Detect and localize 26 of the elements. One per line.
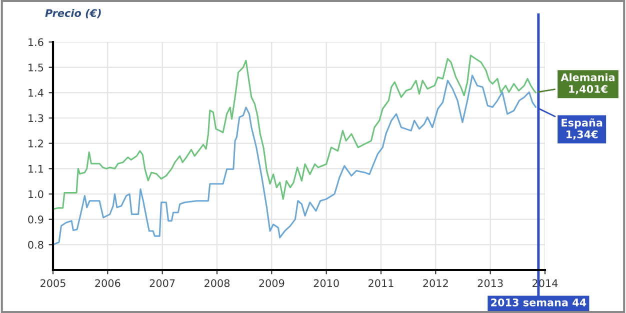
text: Alemania: [560, 73, 614, 82]
ref-line-label: 2013 semana 44: [491, 298, 586, 306]
text: 1,34€: [566, 130, 598, 140]
x-tick-label: 2010: [314, 279, 339, 288]
x-tick-label: 2011: [368, 279, 394, 288]
y-tick-label: 1.0: [28, 190, 44, 198]
x-tick-label: 2012: [423, 279, 448, 288]
line-series: [53, 74, 536, 246]
y-tick-label: 1.4: [28, 89, 44, 97]
y-tick-label: 1.3: [28, 114, 44, 122]
x-tick-label: 2013: [478, 279, 503, 288]
y-tick-label: 1.2: [28, 140, 43, 148]
x-tick-label: 2005: [40, 279, 66, 288]
x-tick-label: 2009: [259, 279, 284, 288]
y-tick-label: 0.9: [28, 216, 44, 224]
y-axis-title: Precio (€): [45, 8, 101, 18]
text: España: [562, 118, 602, 129]
text: 1,401€: [569, 85, 608, 94]
y-tick-label: 1.6: [28, 38, 44, 46]
x-tick-label: 2008: [204, 279, 230, 288]
line-series: [53, 54, 536, 210]
y-tick-label: 1.5: [28, 64, 44, 72]
y-tick-label: 0.8: [28, 240, 44, 249]
x-tick-label: 2007: [150, 279, 175, 288]
y-tick-label: 1.1: [28, 165, 44, 173]
x-tick-label: 2006: [95, 279, 120, 288]
